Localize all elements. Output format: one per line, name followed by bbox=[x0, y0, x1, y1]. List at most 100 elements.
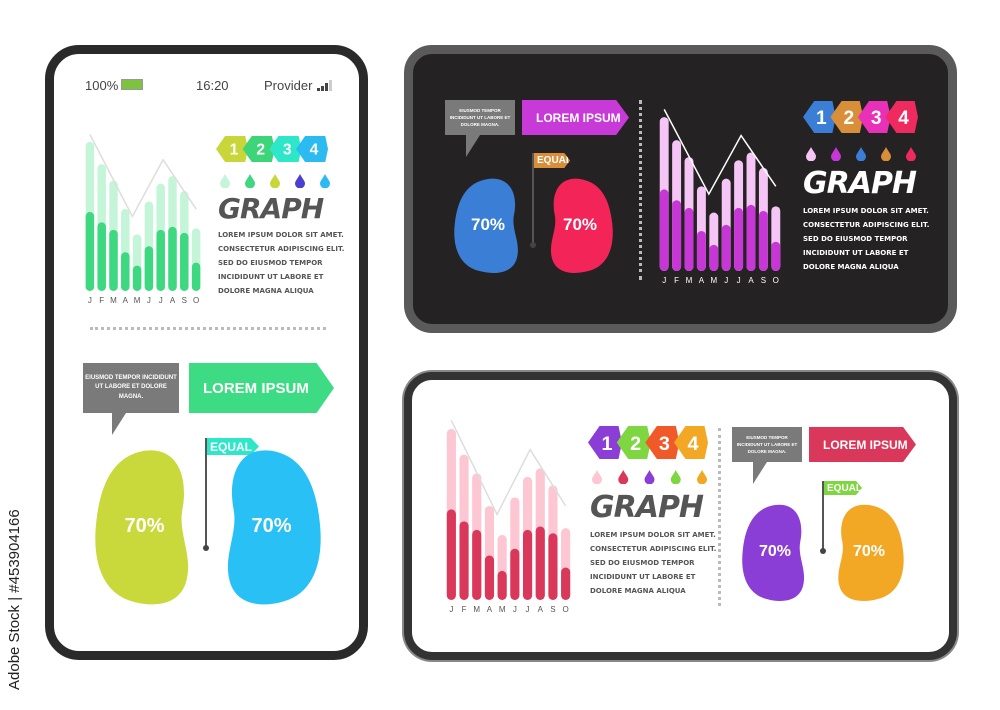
bar-part bbox=[446, 509, 456, 600]
phone-landscape-dark: EIUSMOD TEMPOR INCIDIDUNT UT LABORE ET D… bbox=[404, 45, 957, 333]
month-label: M bbox=[110, 296, 117, 305]
drop-icon bbox=[592, 470, 602, 485]
drop-icon bbox=[245, 174, 255, 189]
percent-blob-2: 70% bbox=[545, 176, 615, 274]
month-label: O bbox=[563, 605, 569, 614]
description-line: CONSECTETUR ADIPISCING ELIT. bbox=[803, 221, 930, 229]
graph-title: GRAPH bbox=[590, 490, 704, 525]
month-label: S bbox=[182, 296, 187, 305]
step-number: 3 bbox=[659, 433, 670, 455]
bar-part bbox=[168, 226, 177, 291]
month-label: M bbox=[686, 276, 693, 285]
description-line: INCIDIDUNT UT LABORE ET bbox=[803, 249, 909, 257]
lorem-ipsum-banner[interactable]: LOREM IPSUM bbox=[522, 100, 629, 135]
bar-part bbox=[709, 244, 719, 271]
month-label: M bbox=[134, 296, 141, 305]
equal-flag: EQUAL bbox=[532, 153, 570, 168]
trend-line bbox=[663, 109, 777, 196]
step-badge-2 bbox=[830, 101, 864, 133]
blob-shape bbox=[95, 450, 189, 605]
flag-pole bbox=[203, 438, 209, 551]
month-label: S bbox=[761, 276, 766, 285]
drop-icon bbox=[670, 470, 681, 485]
step-number: 2 bbox=[843, 108, 854, 129]
month-label: J bbox=[724, 276, 728, 285]
bar-part bbox=[85, 211, 95, 291]
drop-icon bbox=[881, 147, 891, 162]
month-label: F bbox=[674, 276, 679, 285]
percent-value: 70% bbox=[470, 215, 506, 234]
step-number: 2 bbox=[630, 433, 641, 455]
time-text: 16:20 bbox=[196, 78, 229, 93]
month-label: A bbox=[170, 296, 176, 305]
percent-value: 70% bbox=[251, 514, 292, 537]
drop-icon bbox=[270, 174, 280, 189]
description-line: LOREM IPSUM DOLOR SIT AMET. bbox=[590, 531, 716, 539]
speech-bubble: EIUSMOD TEMPOR INCIDIDUNT UT LABORE ET D… bbox=[732, 427, 802, 484]
month-label: M bbox=[473, 605, 480, 614]
month-label: J bbox=[88, 296, 92, 305]
drop-icons bbox=[806, 147, 916, 162]
bar-part bbox=[561, 567, 571, 600]
description-line: INCIDIDUNT UT LABORE ET bbox=[218, 273, 324, 281]
drop-icon bbox=[831, 147, 841, 162]
step-badge-2 bbox=[616, 426, 651, 459]
blob-shape bbox=[742, 504, 805, 601]
step-badge-3 bbox=[269, 136, 302, 162]
month-label: A bbox=[748, 276, 754, 285]
month-label: O bbox=[193, 296, 199, 305]
month-label: A bbox=[699, 276, 705, 285]
percent-value: 70% bbox=[562, 215, 598, 234]
step-badge-1 bbox=[588, 426, 622, 459]
description-line: INCIDIDUNT UT LABORE ET bbox=[590, 573, 696, 581]
lorem-ipsum-banner[interactable]: LOREM IPSUM bbox=[809, 427, 916, 462]
description-line: DOLORE MAGNA ALIQUA bbox=[590, 587, 686, 595]
section-divider bbox=[718, 428, 721, 606]
blob-shape bbox=[227, 450, 321, 605]
flag-pole bbox=[530, 153, 536, 248]
step-badge-4 bbox=[296, 136, 328, 162]
month-label: J bbox=[662, 276, 666, 285]
step-badge-3 bbox=[645, 426, 680, 459]
month-label: J bbox=[737, 276, 741, 285]
bar-part bbox=[484, 555, 495, 600]
description-line: DOLORE MAGNA ALIQUA bbox=[218, 287, 314, 295]
blob-shape bbox=[838, 504, 904, 601]
description-line: CONSECTETUR ADIPISCING ELIT. bbox=[218, 245, 345, 253]
drop-icon bbox=[644, 470, 655, 485]
signal-icon bbox=[317, 80, 333, 91]
description-line: CONSECTETUR ADIPISCING ELIT. bbox=[590, 545, 717, 553]
bar-part bbox=[191, 262, 201, 291]
step-number: 2 bbox=[256, 142, 265, 159]
lorem-ipsum-banner[interactable]: LOREM IPSUM bbox=[189, 363, 334, 413]
graph-title: GRAPH bbox=[803, 166, 917, 201]
drop-icons bbox=[592, 470, 707, 485]
description-line: SED DO EIUSMOD TEMPOR bbox=[803, 235, 908, 243]
phone-landscape-light: J F M A M J J A S O 1 2 3 4 GRAPH LOREM IPSUM DOLOR SIT… bbox=[404, 372, 957, 660]
month-label: S bbox=[550, 605, 555, 614]
month-label: J bbox=[526, 605, 530, 614]
percent-blob-1: 70% bbox=[452, 176, 524, 274]
drop-icon bbox=[618, 470, 629, 485]
step-number: 1 bbox=[601, 433, 612, 455]
month-label: O bbox=[773, 276, 779, 285]
percent-blob-1: 70% bbox=[740, 502, 810, 602]
section-divider bbox=[639, 100, 642, 280]
description-line: LOREM IPSUM DOLOR SIT AMET. bbox=[218, 231, 344, 239]
step-badge-4 bbox=[674, 426, 708, 459]
bar-part bbox=[684, 207, 694, 271]
drop-icon bbox=[697, 470, 707, 485]
equal-flag: EQUAL bbox=[822, 481, 862, 495]
bar-part bbox=[771, 241, 781, 271]
bar-part bbox=[144, 246, 154, 291]
month-label: J bbox=[513, 605, 517, 614]
section-divider bbox=[90, 327, 326, 330]
percent-value: 70% bbox=[852, 543, 886, 560]
bar-part bbox=[109, 229, 118, 291]
step-number: 4 bbox=[687, 433, 698, 455]
bar-part bbox=[180, 232, 189, 291]
trend-line bbox=[450, 420, 567, 517]
